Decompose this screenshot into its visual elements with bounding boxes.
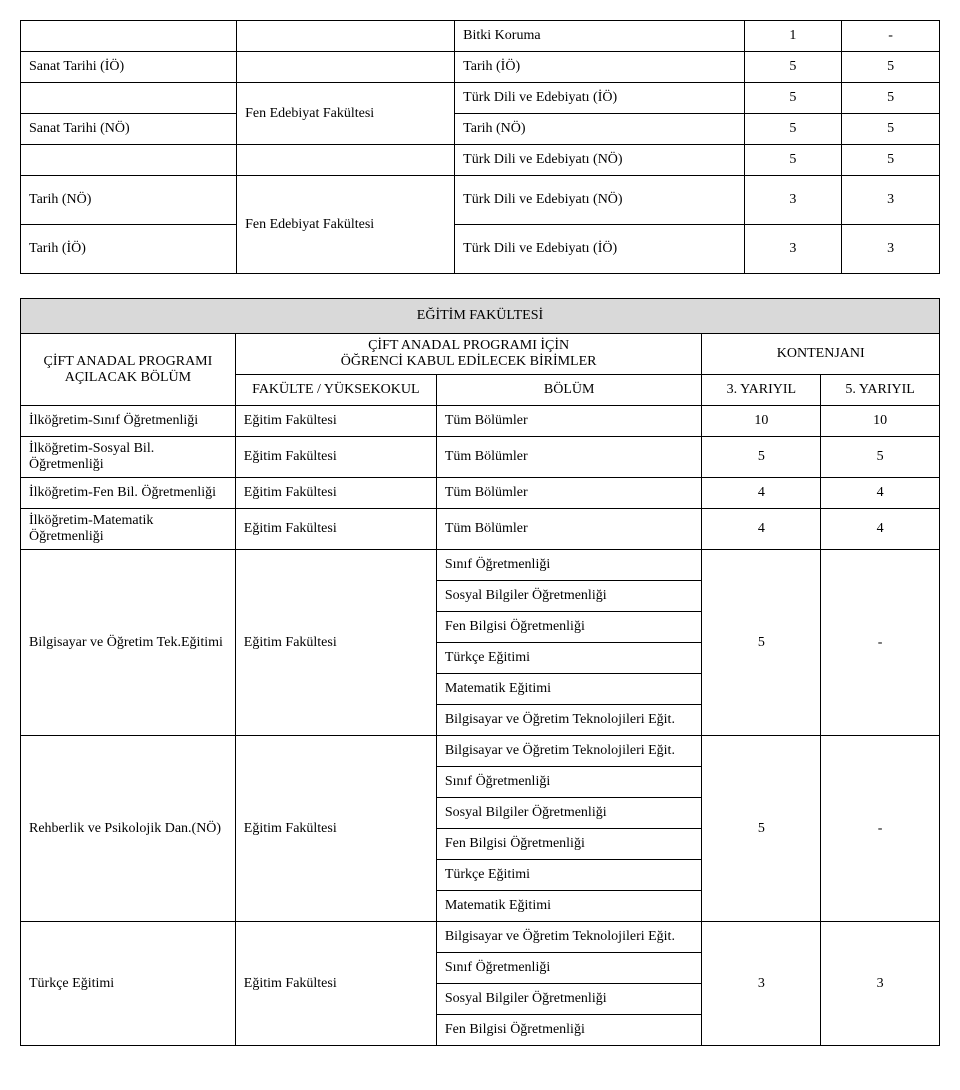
table-cell-dept: Türkçe Eğitimi: [436, 860, 702, 891]
table-cell-program: Türkçe Eğitimi: [21, 922, 236, 1046]
table-cell-val2: 3: [821, 922, 940, 1046]
table-cell-val1: 4: [702, 509, 821, 550]
header-left-line1: ÇİFT ANADAL PROGRAMI: [29, 354, 227, 370]
table-cell-faculty: Eğitim Fakültesi: [235, 922, 436, 1046]
table-cell-dept: Matematik Eğitimi: [436, 891, 702, 922]
table-cell-program: [21, 145, 237, 176]
table-cell-dept: Sınıf Öğretmenliği: [436, 550, 702, 581]
table-cell-faculty: Fen Edebiyat Fakültesi: [237, 83, 455, 145]
table-cell-dept: Fen Bilgisi Öğretmenliği: [436, 612, 702, 643]
education-faculty-table: EĞİTİM FAKÜLTESİ ÇİFT ANADAL PROGRAMIAÇI…: [20, 298, 940, 1046]
table-cell-val1: 3: [744, 225, 842, 274]
table-cell-faculty: Eğitim Fakültesi: [235, 736, 436, 922]
table-cell-val2: 5: [821, 437, 940, 478]
table-cell-val1: 5: [744, 114, 842, 145]
table-cell-val1: 5: [702, 736, 821, 922]
table-cell-faculty: Fen Edebiyat Fakültesi: [237, 176, 455, 274]
table-cell-program: Tarih (İÖ): [21, 225, 237, 274]
table-cell-val1: 5: [744, 52, 842, 83]
table-cell-faculty: [237, 52, 455, 83]
table-cell-program: Sanat Tarihi (NÖ): [21, 114, 237, 145]
table-cell-faculty: [237, 145, 455, 176]
table-cell-dept: Sınıf Öğretmenliği: [436, 767, 702, 798]
table-cell-val2: 5: [842, 52, 940, 83]
header-bolum: BÖLÜM: [436, 375, 702, 406]
table-cell-val1: 5: [702, 550, 821, 736]
table-cell-val1: 5: [744, 83, 842, 114]
table-cell-dept: Bilgisayar ve Öğretim Teknolojileri Eğit…: [436, 922, 702, 953]
table-cell-program: İlköğretim-Fen Bil. Öğretmenliği: [21, 478, 236, 509]
table-cell-program: [21, 83, 237, 114]
table-cell-faculty: Eğitim Fakültesi: [235, 437, 436, 478]
table-cell-val1: 3: [744, 176, 842, 225]
table-cell-dept: Tüm Bölümler: [436, 406, 702, 437]
table-cell-program: İlköğretim-Sosyal Bil. Öğretmenliği: [21, 437, 236, 478]
table-cell-val2: 4: [821, 509, 940, 550]
table-cell-dept: Sosyal Bilgiler Öğretmenliği: [436, 798, 702, 829]
table-cell-dept: Sosyal Bilgiler Öğretmenliği: [436, 581, 702, 612]
table-cell-dept: Tarih (İÖ): [455, 52, 744, 83]
table-cell-program: Sanat Tarihi (İÖ): [21, 52, 237, 83]
table-cell-dept: Tarih (NÖ): [455, 114, 744, 145]
table-cell-dept: Sınıf Öğretmenliği: [436, 953, 702, 984]
table-cell-dept: Türk Dili ve Edebiyatı (NÖ): [455, 176, 744, 225]
table-cell-val2: 5: [842, 145, 940, 176]
table-cell-dept: Bitki Koruma: [455, 21, 744, 52]
table-cell-dept: Türkçe Eğitimi: [436, 643, 702, 674]
header-mid-top: ÇİFT ANADAL PROGRAMI İÇİN ÖĞRENCİ KABUL …: [235, 334, 702, 375]
table-cell-val2: 5: [842, 114, 940, 145]
header-5yariyil: 5. YARIYIL: [821, 375, 940, 406]
table-cell-val2: 5: [842, 83, 940, 114]
table-cell-dept: Fen Bilgisi Öğretmenliği: [436, 829, 702, 860]
table-cell-dept: Sosyal Bilgiler Öğretmenliği: [436, 984, 702, 1015]
header-mid-sub-line: ÖĞRENCİ KABUL EDİLECEK BİRİMLER: [244, 354, 694, 370]
header-left-line2: AÇILACAK BÖLÜM: [29, 370, 227, 386]
table-cell-program: Bilgisayar ve Öğretim Tek.Eğitimi: [21, 550, 236, 736]
table-cell-program: İlköğretim-Matematik Öğretmenliği: [21, 509, 236, 550]
header-band: EĞİTİM FAKÜLTESİ: [21, 299, 940, 334]
table-cell-dept: Türk Dili ve Edebiyatı (İÖ): [455, 225, 744, 274]
table-cell-program: Rehberlik ve Psikolojik Dan.(NÖ): [21, 736, 236, 922]
table-cell-dept: Matematik Eğitimi: [436, 674, 702, 705]
table-cell-val2: -: [821, 550, 940, 736]
header-kontenjani: KONTENJANI: [702, 334, 940, 375]
table-cell-dept: Bilgisayar ve Öğretim Teknolojileri Eğit…: [436, 705, 702, 736]
header-fakulte: FAKÜLTE / YÜKSEKOKUL: [235, 375, 436, 406]
table-cell-faculty: Eğitim Fakültesi: [235, 550, 436, 736]
table-cell-val1: 10: [702, 406, 821, 437]
table-cell-val2: 4: [821, 478, 940, 509]
table-cell-dept: Tüm Bölümler: [436, 437, 702, 478]
header-left-top: ÇİFT ANADAL PROGRAMIAÇILACAK BÖLÜM: [21, 334, 236, 406]
table-cell-program: İlköğretim-Sınıf Öğretmenliği: [21, 406, 236, 437]
table-cell-val1: 4: [702, 478, 821, 509]
table-cell-dept: Türk Dili ve Edebiyatı (İÖ): [455, 83, 744, 114]
table-cell-val1: 3: [702, 922, 821, 1046]
table-cell-faculty: Eğitim Fakültesi: [235, 406, 436, 437]
table-cell-dept: Tüm Bölümler: [436, 509, 702, 550]
table-cell-faculty: Eğitim Fakültesi: [235, 478, 436, 509]
table-cell-dept: Fen Bilgisi Öğretmenliği: [436, 1015, 702, 1046]
table-cell-val2: 10: [821, 406, 940, 437]
table-cell-faculty: Eğitim Fakültesi: [235, 509, 436, 550]
table-cell-dept: Tüm Bölümler: [436, 478, 702, 509]
table-cell-program: [21, 21, 237, 52]
header-mid-top-line: ÇİFT ANADAL PROGRAMI İÇİN: [244, 338, 694, 354]
table-cell-val1: 1: [744, 21, 842, 52]
header-3yariyil: 3. YARIYIL: [702, 375, 821, 406]
table-cell-dept: Türk Dili ve Edebiyatı (NÖ): [455, 145, 744, 176]
table-cell-faculty: [237, 21, 455, 52]
top-table: Bitki Koruma1- Sanat Tarihi (İÖ) Tarih (İÖ…: [20, 20, 940, 274]
table-cell-dept: Bilgisayar ve Öğretim Teknolojileri Eğit…: [436, 736, 702, 767]
table-cell-val2: -: [821, 736, 940, 922]
table-cell-val1: 5: [702, 437, 821, 478]
table-cell-val2: 3: [842, 176, 940, 225]
table-cell-val2: 3: [842, 225, 940, 274]
table-cell-val1: 5: [744, 145, 842, 176]
table-cell-val2: -: [842, 21, 940, 52]
table-cell-program: Tarih (NÖ): [21, 176, 237, 225]
